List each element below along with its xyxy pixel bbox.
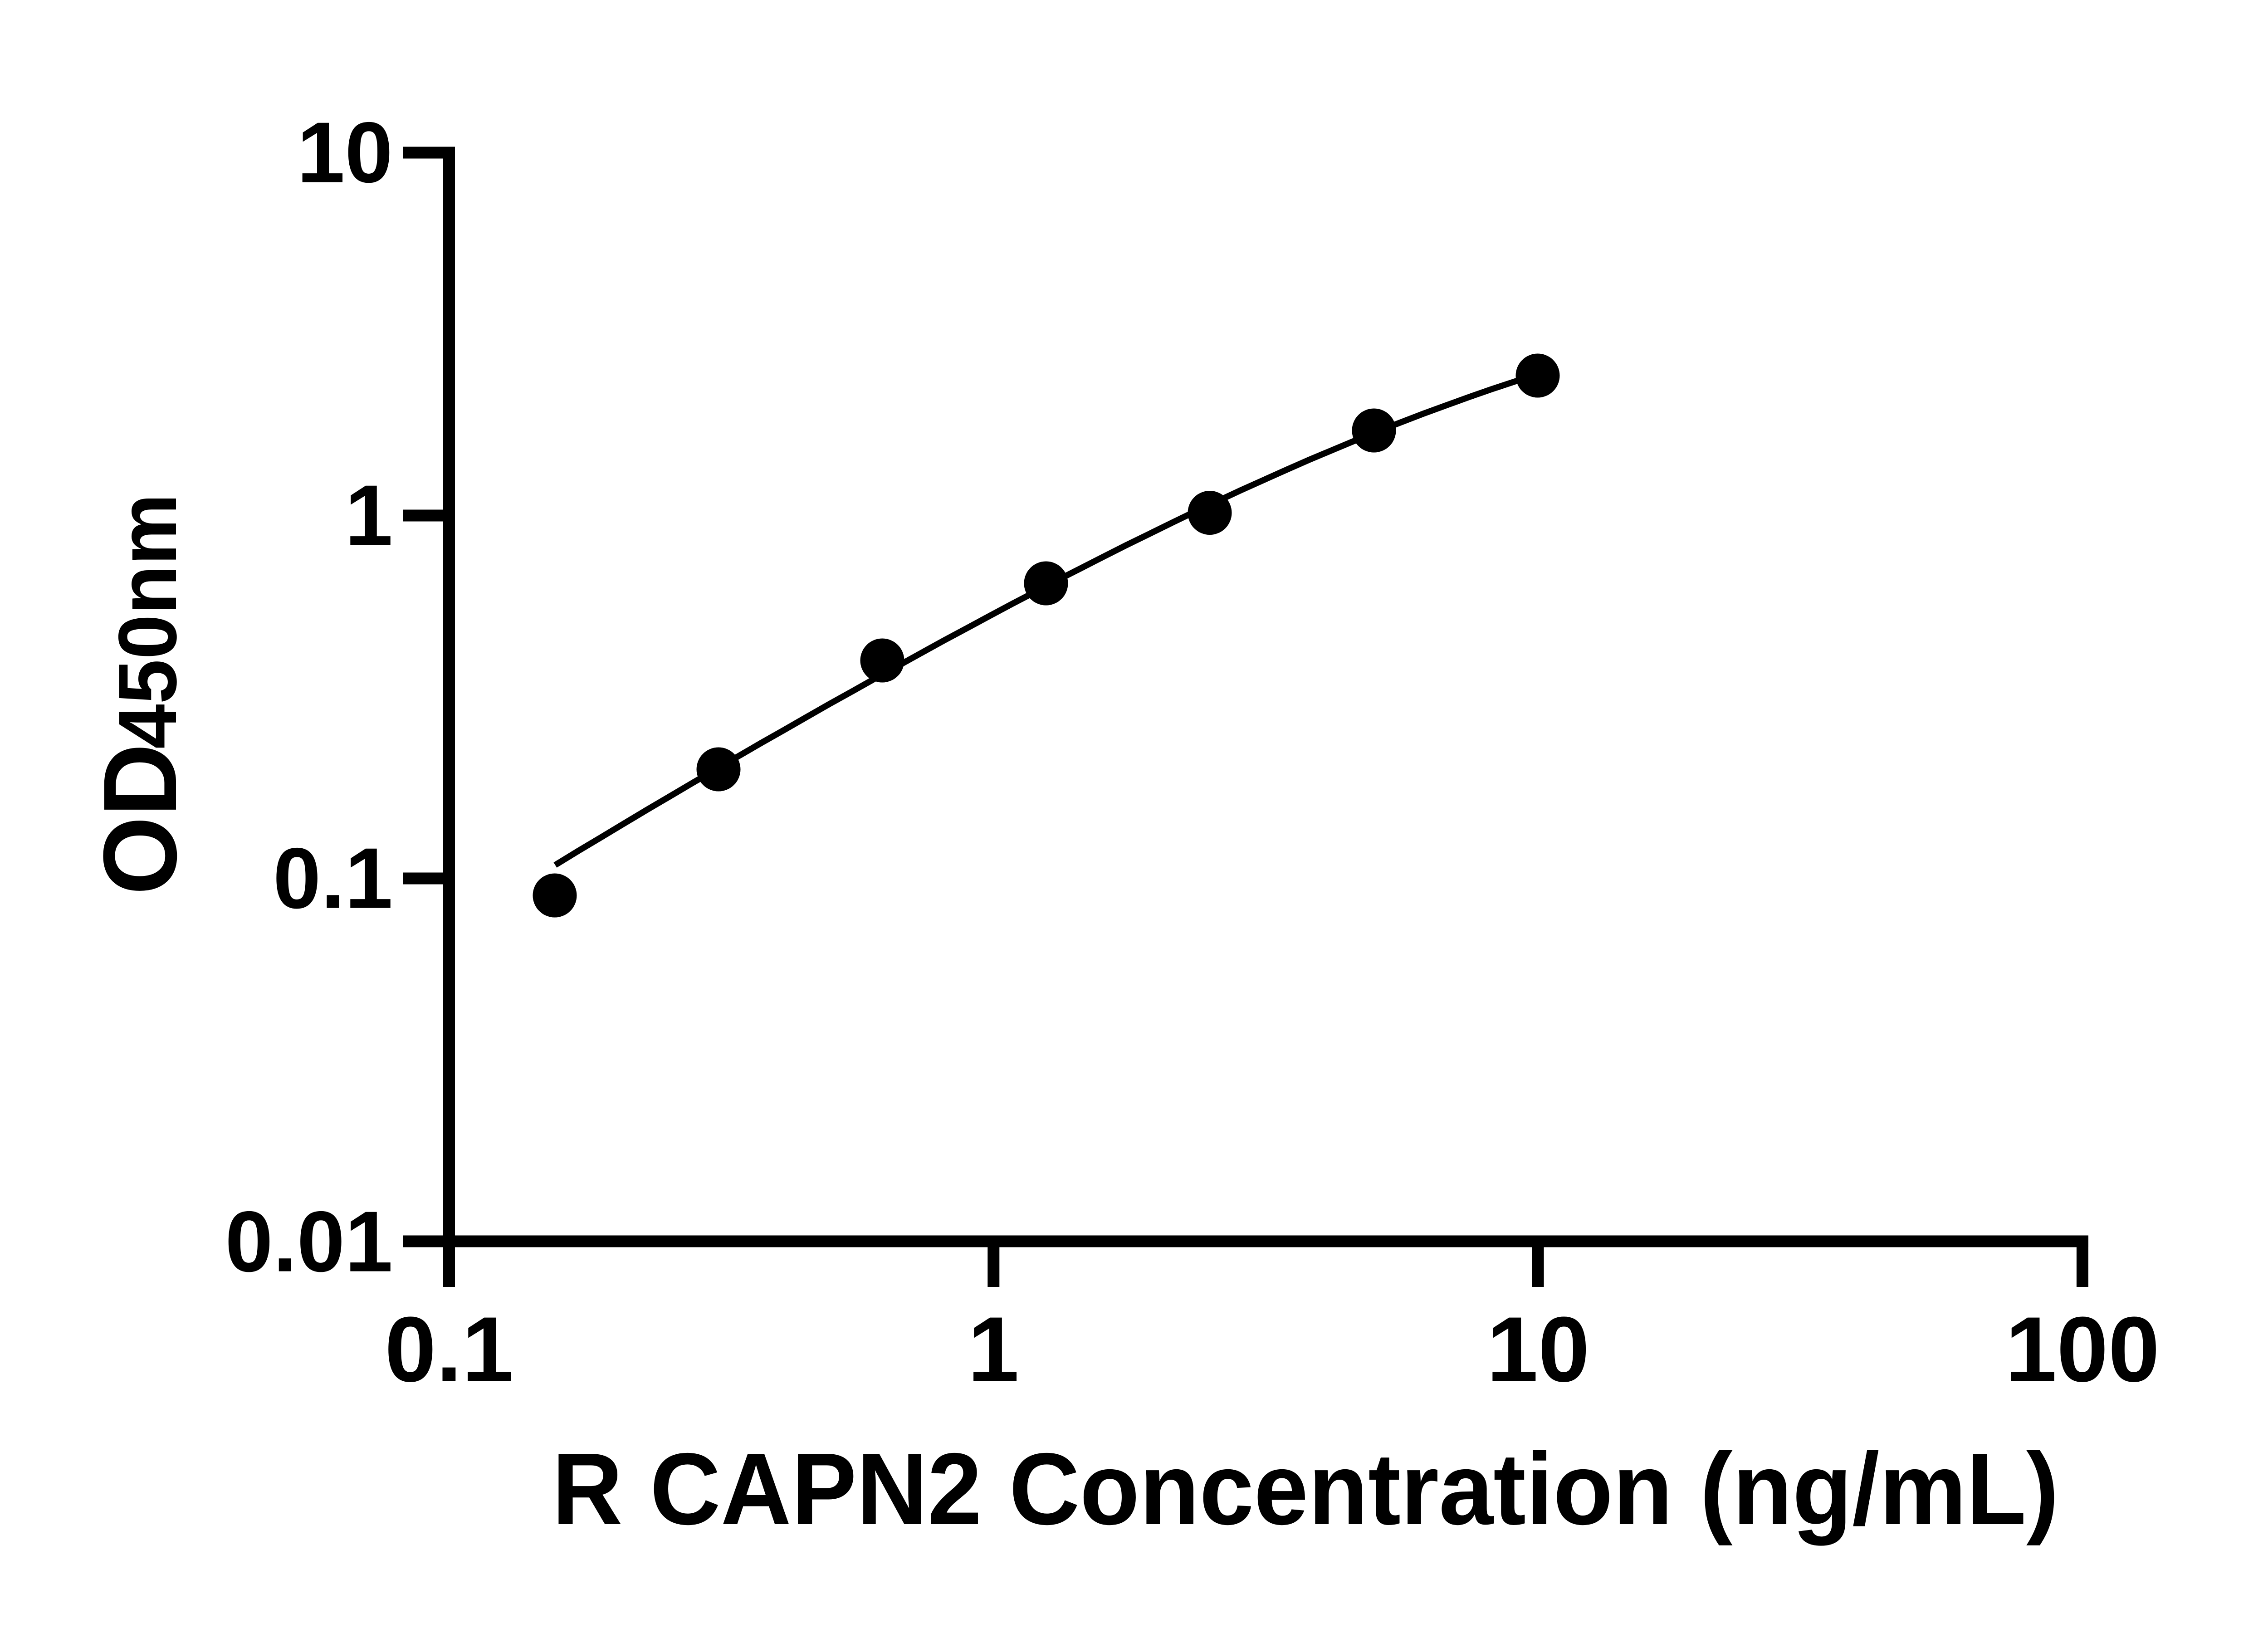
svg-text:R CAPN2 Concentration (ng/mL): R CAPN2 Concentration (ng/mL)	[552, 1432, 2059, 1546]
svg-text:100: 100	[2005, 1298, 2160, 1401]
svg-text:1: 1	[345, 468, 393, 564]
svg-text:0.01: 0.01	[225, 1194, 393, 1290]
svg-text:10: 10	[297, 105, 393, 201]
svg-text:0.1: 0.1	[385, 1298, 513, 1401]
svg-text:450nm: 450nm	[101, 494, 194, 749]
svg-text:OD: OD	[82, 743, 198, 895]
svg-text:1: 1	[968, 1298, 1019, 1401]
svg-text:0.1: 0.1	[273, 831, 393, 927]
svg-text:10: 10	[1487, 1298, 1590, 1401]
